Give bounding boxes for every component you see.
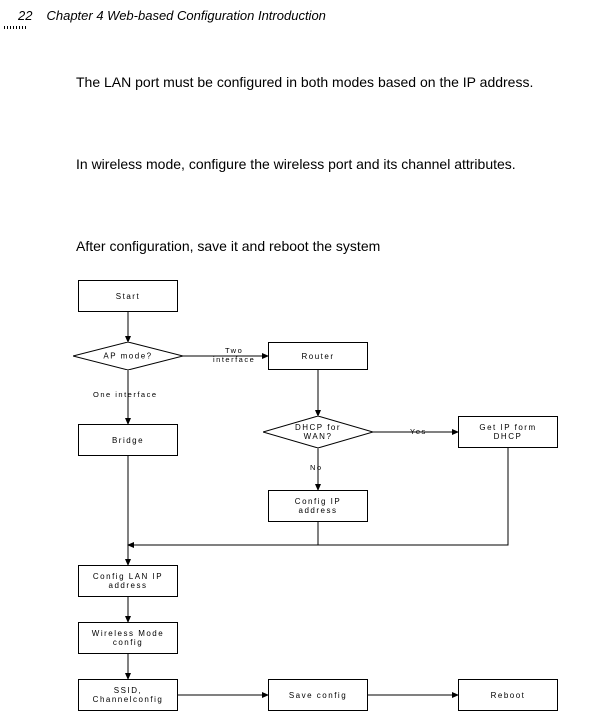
flowchart-node-dhcp_wan: DHCP forWAN? [263, 416, 373, 448]
flowchart-label-one_interface: One interface [93, 390, 158, 399]
flowchart-label-two_interface: Twointerface [213, 346, 255, 364]
flowchart-node-cfg_ip: Config IPaddress [268, 490, 368, 522]
header-dots [4, 26, 26, 29]
flowchart-node-router: Router [268, 342, 368, 370]
flowchart-node-reboot: Reboot [458, 679, 558, 711]
page-header: 22 Chapter 4 Web-based Configuration Int… [18, 8, 326, 23]
flowchart-node-ssid: SSID,Channelconfig [78, 679, 178, 711]
flowchart-label-no: No [310, 463, 323, 472]
flowchart-node-bridge: Bridge [78, 424, 178, 456]
flowchart-node-ap_mode: AP mode? [73, 342, 183, 370]
paragraph-2: In wireless mode, configure the wireless… [76, 152, 588, 177]
flowchart-node-wmode: Wireless Modeconfig [78, 622, 178, 654]
chapter-title: Chapter 4 Web-based Configuration Introd… [46, 8, 325, 23]
paragraph-1: The LAN port must be configured in both … [76, 70, 588, 95]
page-number: 22 [18, 8, 32, 23]
flowchart-node-cfg_lan: Config LAN IPaddress [78, 565, 178, 597]
flowchart-label-yes: Yes [410, 427, 427, 436]
flowchart-node-get_ip: Get IP formDHCP [458, 416, 558, 448]
paragraph-3: After configuration, save it and reboot … [76, 234, 588, 259]
flowchart: Start AP mode? Router DHCP forWAN? Get IP fo… [68, 280, 598, 720]
flowchart-node-start: Start [78, 280, 178, 312]
flowchart-node-save: Save config [268, 679, 368, 711]
